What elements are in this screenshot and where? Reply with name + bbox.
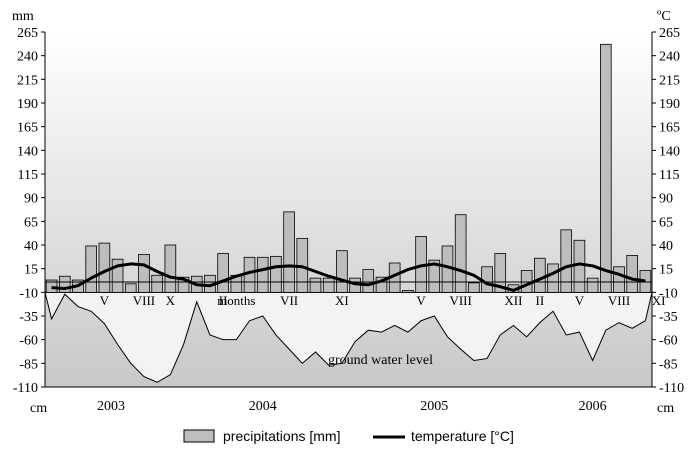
y-tick-label-left: 140 — [17, 144, 38, 159]
year-label: 2004 — [249, 399, 277, 414]
precip-bar — [375, 276, 388, 293]
precip-bar — [560, 229, 573, 293]
ground-water-annotation: ground water level — [328, 353, 433, 368]
y-tick-label-right: 165 — [659, 121, 680, 136]
legend-precip-label: precipitations [mm] — [223, 428, 340, 444]
precip-bar — [534, 257, 546, 293]
month-label: VIII — [449, 293, 471, 308]
y-tick-label-left: 165 — [17, 121, 38, 136]
month-label: VII — [280, 293, 298, 308]
precip-bar — [111, 258, 124, 293]
precip-bar — [520, 270, 533, 293]
precip-bar — [573, 239, 586, 293]
y-tick-label-left: 65 — [24, 215, 38, 230]
precip-bar — [336, 250, 348, 293]
month-label: XI — [652, 293, 666, 308]
y-tick-label-right: 65 — [659, 215, 673, 230]
month-label: VIII — [608, 293, 630, 308]
y-tick-label-right: -60 — [659, 334, 678, 349]
month-label: V — [575, 293, 585, 308]
y-tick-label-right: -85 — [659, 357, 678, 372]
y-tick-label-left: 240 — [17, 50, 38, 65]
precip-bar — [547, 263, 559, 293]
y-tick-label-right: 240 — [659, 50, 680, 65]
y-tick-label-right: 90 — [659, 192, 673, 207]
precip-bar — [164, 244, 177, 293]
y-tick-label-left: 190 — [17, 97, 38, 112]
y-tick-label-left: 40 — [24, 239, 38, 254]
ground-water-area — [44, 291, 653, 383]
y-tick-label-left: 265 — [17, 26, 38, 41]
left-unit-label: mm — [12, 9, 34, 24]
right-unit-label: ºC — [657, 9, 671, 24]
precip-bar — [58, 275, 71, 293]
y-tick-label-left: -10 — [19, 286, 38, 301]
month-label: V — [100, 293, 110, 308]
month-label: VIII — [133, 293, 155, 308]
legend-precip-swatch — [183, 429, 215, 443]
precip-bar — [362, 269, 375, 293]
y-tick-label-left: 115 — [18, 168, 38, 183]
precip-bar — [85, 245, 97, 293]
month-label: II — [219, 293, 228, 308]
y-tick-label-right: -110 — [659, 381, 684, 396]
year-label: 2005 — [420, 399, 448, 414]
y-tick-label-left: 90 — [24, 192, 38, 207]
precip-bar — [468, 282, 480, 293]
precip-bar — [270, 255, 282, 293]
legend: precipitations [mm] temperature [°C] — [183, 428, 514, 444]
precip-bar — [217, 253, 229, 293]
month-label: XII — [504, 293, 522, 308]
precip-bar — [402, 290, 414, 293]
precip-bar — [481, 266, 493, 293]
y-tick-label-left: 215 — [17, 73, 38, 88]
y-tick-label-right: -10 — [659, 286, 678, 301]
y-tick-label-left: -85 — [19, 357, 38, 372]
precip-bar — [600, 43, 612, 293]
month-label: X — [166, 293, 176, 308]
y-tick-label-right: -35 — [659, 310, 678, 325]
y-tick-label-right: 40 — [659, 239, 673, 254]
precip-bar — [256, 256, 269, 293]
precip-bar — [177, 276, 190, 293]
year-label: 2006 — [579, 399, 607, 414]
year-labels: 2003 2004 2005 2006 — [97, 399, 607, 414]
left-cm-label: cm — [30, 401, 47, 416]
month-label: XI — [335, 293, 349, 308]
precip-bar — [322, 277, 335, 293]
precip-bar — [454, 214, 467, 293]
precip-bar — [138, 254, 150, 293]
precip-bar — [494, 253, 507, 293]
y-tick-label-left: -60 — [19, 334, 38, 349]
month-label: II — [536, 293, 545, 308]
right-cm-label: cm — [657, 401, 674, 416]
precip-bar — [283, 211, 295, 293]
y-tick-label-right: 190 — [659, 97, 680, 112]
precip-bar — [428, 259, 441, 293]
precip-bar — [613, 266, 625, 293]
y-tick-label-right: 115 — [659, 168, 679, 183]
precip-bar — [98, 242, 111, 293]
precip-bar — [151, 274, 163, 293]
legend-temp-label: temperature [°C] — [411, 428, 514, 444]
y-tick-label-right: 265 — [659, 26, 680, 41]
axes — [44, 32, 653, 388]
precip-bar — [626, 255, 639, 293]
precip-bar — [586, 277, 599, 293]
y-ticks: 265 265 240 240 215 215 190 190 165 165 140 140 115 1… — [13, 26, 684, 396]
month-label: V — [416, 293, 426, 308]
precip-bar — [124, 283, 137, 293]
y-tick-label-right: 15 — [659, 263, 673, 278]
y-tick-label-right: 215 — [659, 73, 680, 88]
y-tick-label-left: 15 — [24, 263, 38, 278]
precip-bar — [309, 277, 322, 293]
y-tick-label-left: -35 — [19, 310, 38, 325]
y-tick-label-right: 140 — [659, 144, 680, 159]
year-label: 2003 — [97, 399, 125, 414]
precip-bar — [45, 279, 58, 293]
y-tick-label-left: -110 — [13, 381, 38, 396]
month-label: months — [217, 293, 255, 308]
